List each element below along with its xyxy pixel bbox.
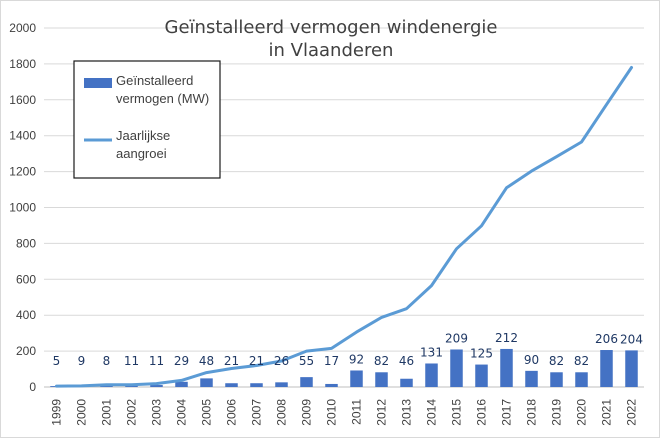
bar-value-label: 82 <box>374 354 389 368</box>
y-tick-label: 1600 <box>9 93 36 107</box>
bar-value-label: 212 <box>495 331 518 345</box>
bar-value-label: 29 <box>174 354 189 368</box>
x-tick-label: 2021 <box>600 399 614 426</box>
x-tick-label: 2017 <box>500 399 514 426</box>
y-tick-label: 1400 <box>9 129 36 143</box>
bar-value-label: 48 <box>199 354 214 368</box>
bar <box>175 381 188 387</box>
bar <box>425 363 438 387</box>
y-tick-label: 400 <box>16 308 36 322</box>
x-tick-label: 2004 <box>175 399 189 426</box>
y-tick-label: 2000 <box>9 21 36 35</box>
x-tick-label: 2012 <box>375 399 389 426</box>
bar <box>500 348 513 387</box>
bar <box>200 378 213 387</box>
x-tick-label: 2019 <box>550 399 564 426</box>
x-tick-label: 2018 <box>525 399 539 426</box>
x-tick-label: 2001 <box>100 399 114 426</box>
bar <box>375 372 388 387</box>
y-tick-label: 0 <box>29 380 36 394</box>
x-tick-label: 2007 <box>250 399 264 426</box>
bar <box>575 372 588 387</box>
x-tick-label: 2011 <box>350 399 364 425</box>
bar <box>250 383 263 387</box>
legend-line-label-line-1: Jaarlijkse <box>116 128 170 143</box>
legend-line-label-line-2: aangroei <box>116 146 167 161</box>
y-tick-label: 200 <box>16 344 36 358</box>
bar-value-label: 17 <box>324 354 339 368</box>
x-tick-label: 2002 <box>125 399 139 426</box>
x-tick-label: 2009 <box>300 399 314 426</box>
bar-value-label: 206 <box>595 332 618 346</box>
x-tick-label: 2010 <box>325 399 339 426</box>
x-tick-label: 2020 <box>575 399 589 426</box>
bar <box>525 370 538 387</box>
x-tick-label: 2015 <box>450 399 464 426</box>
bar-value-label: 21 <box>249 354 264 368</box>
x-tick-label: 2008 <box>275 399 289 426</box>
bar-value-label: 82 <box>549 354 564 368</box>
bar-value-label: 11 <box>124 354 139 368</box>
line-series <box>55 66 633 388</box>
bar-value-label: 55 <box>299 354 314 368</box>
bar <box>475 364 488 387</box>
chart-title-line-2: in Vlaanderen <box>269 40 394 61</box>
bar <box>225 383 238 387</box>
bar <box>600 350 613 387</box>
legend-swatch-bar <box>84 78 112 88</box>
x-tick-label: 2005 <box>200 399 214 426</box>
bar <box>150 385 163 387</box>
x-tick-label: 2013 <box>400 399 414 426</box>
x-tick-label: 2014 <box>425 399 439 426</box>
bar <box>325 383 338 387</box>
bar-value-label: 21 <box>224 354 239 368</box>
bar-value-label: 90 <box>524 353 539 367</box>
bar-series <box>50 348 638 387</box>
legend-bar-label-line-2: vermogen (MW) <box>116 91 209 106</box>
bar <box>450 349 463 387</box>
bar <box>100 385 113 387</box>
y-tick-label: 1200 <box>9 165 36 179</box>
bar-value-label: 9 <box>78 354 86 368</box>
bar-value-label: 8 <box>103 354 111 368</box>
bar-value-label: 131 <box>420 345 443 359</box>
bar <box>350 370 363 387</box>
bar-value-label: 82 <box>574 354 589 368</box>
bar-value-label: 204 <box>620 332 643 346</box>
bar <box>275 382 288 387</box>
chart-title-line-1: Geïnstalleerd vermogen windenergie <box>165 17 498 38</box>
bar <box>300 377 313 387</box>
x-tick-label: 2003 <box>150 399 164 426</box>
x-tick-label: 2022 <box>625 399 639 426</box>
bar-value-label: 125 <box>470 347 493 361</box>
bar-value-label: 11 <box>149 354 164 368</box>
legend: Geïnstalleerd vermogen (MW) Jaarlijkse a… <box>73 60 221 179</box>
growth-line <box>55 66 633 388</box>
bar-value-label: 46 <box>399 354 414 368</box>
x-tick-label: 2006 <box>225 399 239 426</box>
x-axis-ticks: 1999 2000 2001 2002 2003 2004 2005 2006 2007 2008… <box>50 399 639 426</box>
bar-value-label: 5 <box>53 354 61 368</box>
bar-value-label: 209 <box>445 331 468 345</box>
legend-bar-label-line-1: Geïnstalleerd <box>116 73 193 88</box>
y-tick-label: 600 <box>16 272 36 286</box>
bar <box>550 372 563 387</box>
y-axis-ticks: 0 200 400 600 800 1000 1200 1400 1600 1800 2000 <box>9 21 36 394</box>
y-tick-label: 1800 <box>9 57 36 71</box>
bar-value-label: 26 <box>274 354 289 368</box>
y-tick-label: 1000 <box>9 201 36 215</box>
x-tick-label: 1999 <box>50 399 64 426</box>
y-tick-label: 800 <box>16 236 36 250</box>
bar <box>625 350 638 387</box>
bar-value-label: 92 <box>349 352 364 366</box>
x-tick-label: 2000 <box>75 399 89 426</box>
bar <box>400 378 413 387</box>
x-tick-label: 2016 <box>475 399 489 426</box>
